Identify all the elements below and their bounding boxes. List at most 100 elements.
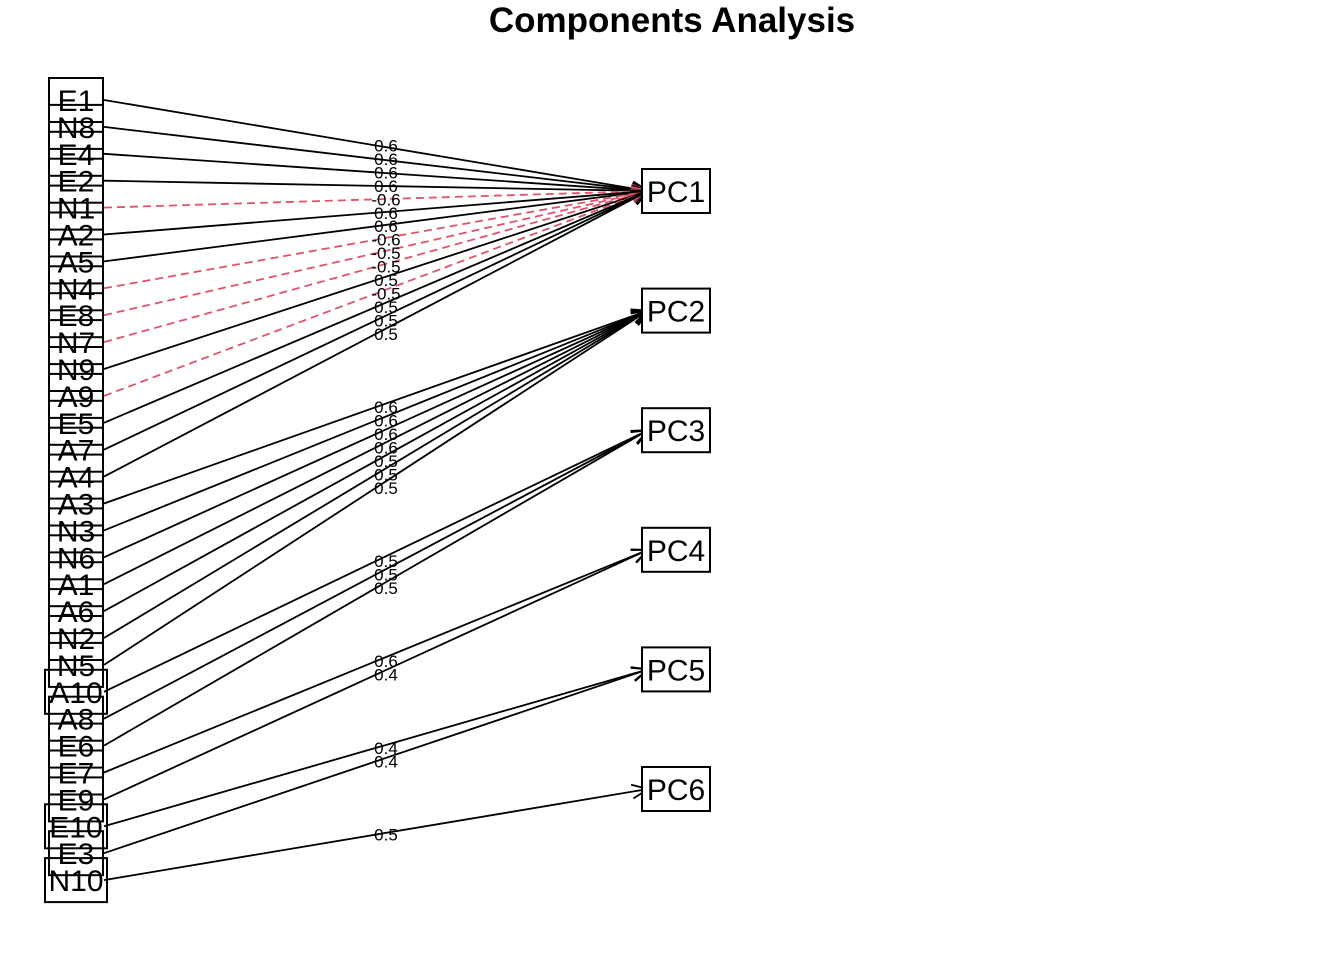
variable-box (48, 426, 104, 473)
loading-label-n3-pc2: 0.6 (374, 412, 398, 431)
variable-label: A1 (58, 569, 95, 602)
component-label: PC1 (647, 176, 705, 209)
variable-box (48, 749, 104, 796)
loading-label-n2-pc2: 0.5 (374, 465, 398, 484)
component-box (641, 766, 711, 812)
edge-e3-pc5 (103, 668, 649, 855)
variable-box (48, 157, 104, 204)
variable-box (48, 319, 104, 366)
edge-e7-pc4 (103, 548, 649, 774)
component-label: PC4 (647, 535, 705, 568)
variable-box (48, 184, 104, 231)
loading-label-e4-pc1: 0.6 (374, 163, 398, 182)
variable-box (48, 292, 104, 339)
loading-label-a10-pc3: 0.5 (374, 552, 398, 571)
loading-label-n6-pc2: 0.6 (374, 425, 398, 444)
variable-box (48, 722, 104, 769)
variable-box (48, 507, 104, 554)
variable-label: E4 (58, 139, 95, 172)
edge-n7-pc1 (103, 190, 649, 343)
variable-node-a7: A7 (48, 426, 104, 473)
variable-node-a2: A2 (48, 211, 104, 258)
edge-n9-pc1 (103, 190, 649, 370)
variable-node-n6: N6 (48, 534, 104, 581)
loading-label-a4-pc1: 0.5 (374, 325, 398, 344)
variable-label: E3 (58, 838, 95, 871)
component-label: PC2 (647, 296, 705, 329)
component-label: PC3 (647, 415, 705, 448)
variable-label: E9 (58, 784, 95, 817)
edge-n5-pc2 (103, 309, 649, 666)
loading-label-e3-pc5: 0.4 (374, 752, 398, 771)
edge-n3-pc2 (103, 309, 649, 532)
variable-box (44, 857, 108, 904)
variable-box (48, 830, 104, 877)
diagram-title: Components Analysis (489, 1, 855, 40)
variable-label: E8 (58, 300, 95, 333)
variable-node-e2: E2 (48, 157, 104, 204)
variable-nodes: E1N8E4E2N1A2A5N4E8N7N9A9E5A7A4A3N3N6A1A6… (44, 77, 108, 904)
edge-a8-pc3 (103, 429, 649, 720)
variable-box (48, 238, 104, 285)
variable-node-e9: E9 (48, 776, 104, 823)
variable-label: A4 (58, 462, 95, 495)
variable-box (44, 668, 108, 715)
loading-label-a3-pc2: 0.6 (374, 398, 398, 417)
variable-node-e5: E5 (48, 399, 104, 446)
variable-box (44, 803, 108, 850)
variable-box (48, 77, 104, 123)
variable-label: N3 (57, 515, 95, 548)
variable-label: E5 (58, 408, 95, 441)
component-box (641, 407, 711, 454)
variable-node-n2: N2 (48, 615, 104, 661)
component-node-pc6: PC6 (641, 766, 711, 812)
loading-label-a6-pc2: 0.5 (374, 452, 398, 471)
variable-node-e10: E10 (44, 803, 108, 850)
edge-e1-pc1 (103, 99, 649, 192)
variable-label: N9 (57, 354, 95, 387)
component-node-pc1: PC1 (641, 168, 711, 214)
variable-label: E10 (49, 811, 102, 844)
edge-n2-pc2 (103, 309, 649, 639)
loading-label-e1-pc1: 0.6 (374, 137, 398, 156)
variable-node-a5: A5 (48, 238, 104, 285)
loading-label-a7-pc1: 0.5 (374, 311, 398, 330)
loading-label-e5-pc1: 0.5 (374, 298, 398, 317)
variable-box (48, 265, 104, 312)
loading-label-e10-pc5: 0.4 (374, 739, 398, 758)
variable-box (48, 372, 104, 419)
variable-label: A9 (58, 381, 95, 414)
edge-e2-pc1 (103, 179, 649, 192)
edge-n8-pc1 (103, 126, 649, 192)
edge-e6-pc3 (103, 429, 649, 747)
variable-label: N4 (57, 273, 95, 306)
edge-e9-pc4 (103, 548, 649, 801)
variable-node-n3: N3 (48, 507, 104, 554)
edge-a4-pc1 (103, 190, 649, 478)
component-node-pc4: PC4 (641, 526, 711, 573)
variable-node-a8: A8 (48, 695, 104, 742)
variable-node-n5: N5 (48, 641, 104, 688)
variable-box (48, 480, 104, 527)
edge-n6-pc2 (103, 309, 649, 559)
loading-label-n4-pc1: -0.6 (371, 231, 400, 250)
component-node-pc5: PC5 (641, 646, 711, 693)
edge-a1-pc2 (103, 309, 649, 586)
variable-label: A2 (58, 220, 95, 253)
variable-box (48, 130, 104, 177)
variable-node-n4: N4 (48, 265, 104, 312)
variable-label: E6 (58, 731, 95, 764)
variable-label: E2 (58, 166, 95, 199)
variable-label: A5 (58, 246, 95, 279)
loading-label-n5-pc2: 0.5 (374, 479, 398, 498)
variable-label: N5 (57, 650, 95, 683)
variable-box (48, 695, 104, 742)
variable-box (48, 103, 104, 150)
variable-box (48, 534, 104, 581)
variable-box (48, 588, 104, 635)
loading-label-e2-pc1: 0.6 (374, 177, 398, 196)
variable-node-n7: N7 (48, 319, 104, 366)
variable-box (48, 776, 104, 823)
variable-node-n8: N8 (48, 103, 104, 150)
